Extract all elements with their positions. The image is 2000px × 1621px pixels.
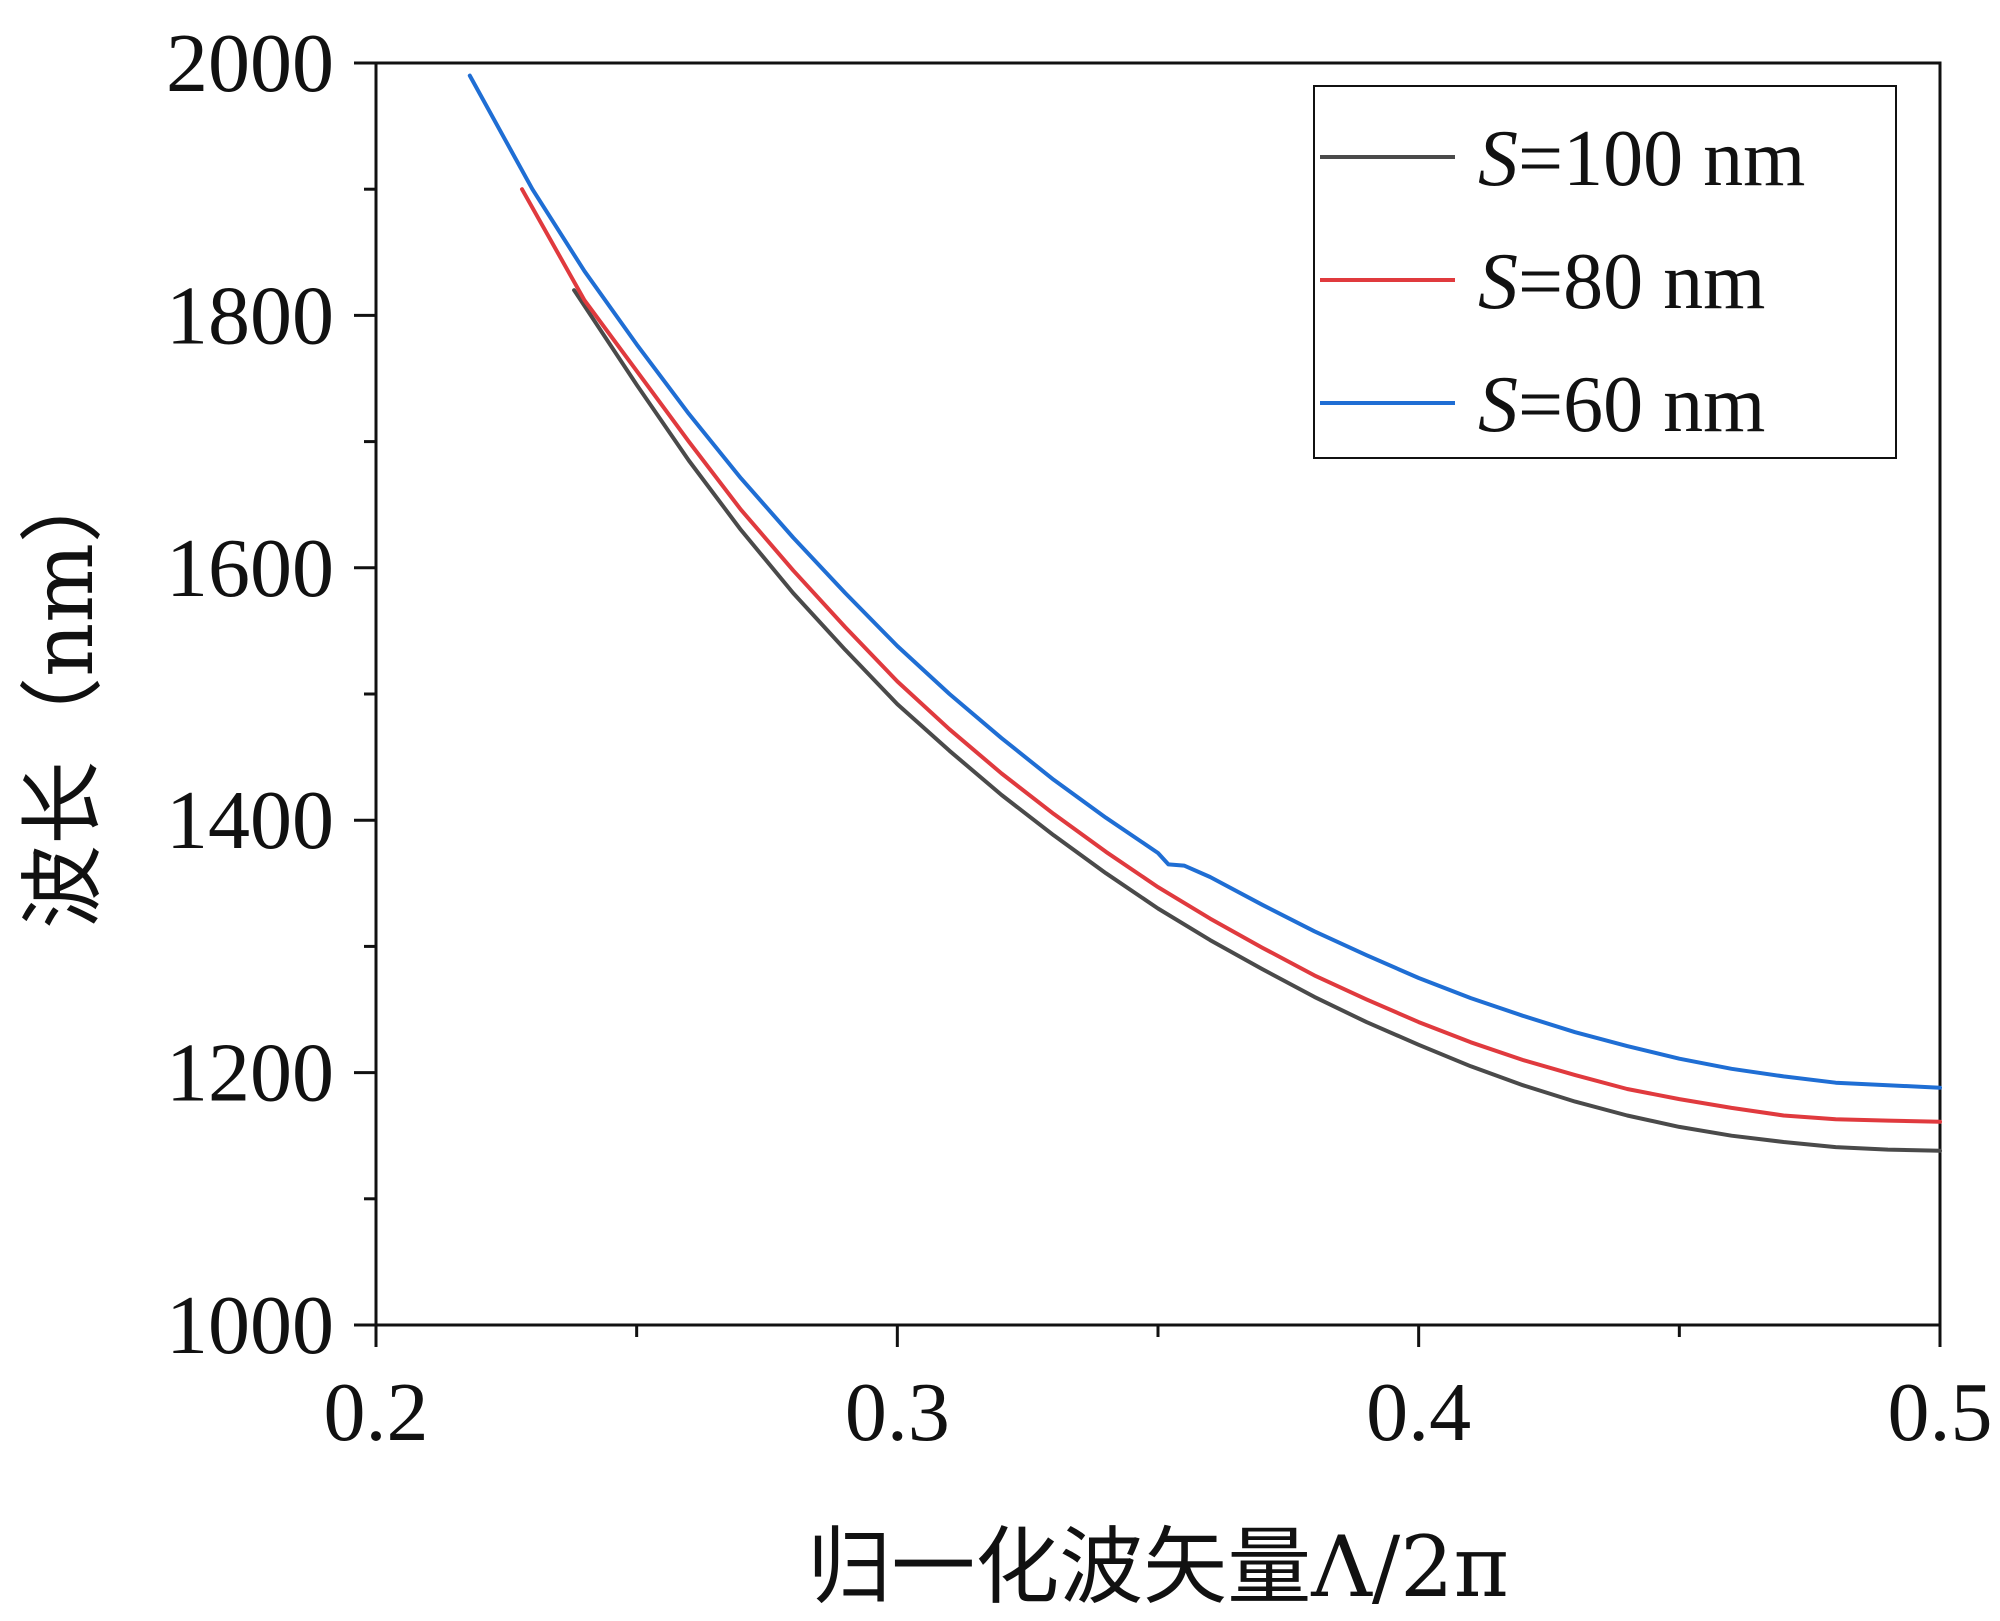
x-axis: 0.2 0.3 0.4 0.5: [324, 1325, 1993, 1459]
y-tick-label: 2000: [166, 17, 334, 110]
series-line-2: [467, 73, 1942, 1090]
legend-label-0: S=100 nm: [1478, 115, 1805, 203]
y-axis: 1000 1200 1400 1600 1800 2000: [166, 17, 376, 1372]
legend: S=100 nm S=80 nm S=60 nm: [1313, 85, 1897, 459]
x-tick-label: 0.3: [845, 1366, 950, 1459]
series-line-1: [520, 187, 1942, 1124]
x-tick-label: 0.5: [1888, 1366, 1993, 1459]
series-line-0: [572, 288, 1942, 1153]
y-axis-title: 波长（nm）: [14, 459, 112, 929]
x-tick-label: 0.2: [324, 1366, 429, 1459]
x-axis-title: 归一化波矢量Λ/2π: [807, 1518, 1509, 1616]
y-tick-label: 1000: [166, 1279, 334, 1372]
legend-label-1: S=80 nm: [1478, 238, 1765, 326]
legend-label-2: S=60 nm: [1478, 361, 1765, 449]
y-tick-label: 1800: [166, 269, 334, 362]
y-tick-label: 1200: [166, 1027, 334, 1120]
y-tick-label: 1400: [166, 774, 334, 867]
y-tick-label: 1600: [166, 522, 334, 615]
series-lines: [467, 73, 1942, 1153]
legend-box: [1313, 85, 1897, 459]
x-tick-label: 0.4: [1366, 1366, 1471, 1459]
